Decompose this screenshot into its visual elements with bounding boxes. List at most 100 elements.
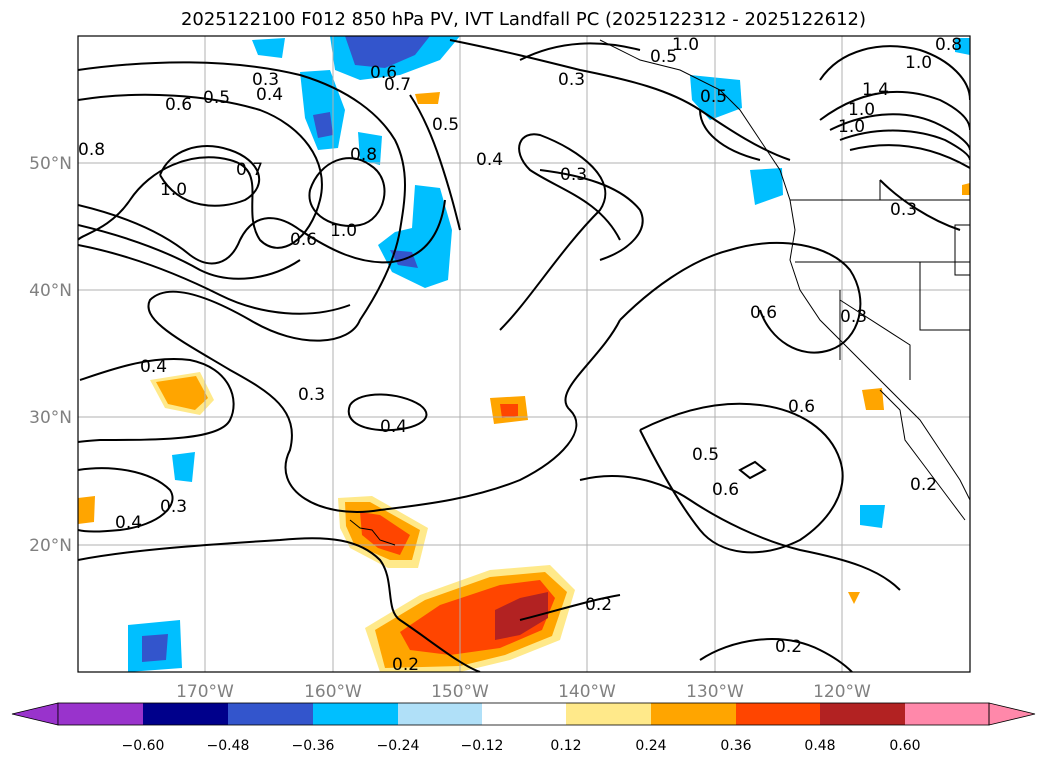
colorbar-segment	[736, 703, 820, 725]
colorbar-tick-label: −0.12	[461, 738, 504, 754]
colorbar-segment	[482, 703, 566, 725]
lon-label: 120°W	[813, 682, 871, 702]
pos-region-small-n	[415, 92, 440, 104]
colorbar-segment	[228, 703, 313, 725]
contour-label: 0.8	[78, 140, 105, 160]
neg-region-east	[378, 185, 452, 288]
contour-label: 0.4	[380, 417, 407, 437]
plot-area	[78, 36, 970, 672]
contour-label: 0.3	[558, 70, 585, 90]
contour-label: 0.5	[203, 88, 230, 108]
contour-label: 0.4	[256, 85, 283, 105]
contour-label: 0.3	[560, 165, 587, 185]
neg-region-north-2-core	[313, 112, 333, 138]
contour-label: 0.2	[910, 475, 937, 495]
lat-label: 30°N	[29, 408, 72, 428]
colorbar-tick-label: 0.60	[889, 738, 920, 754]
colorbar-tick-label: 0.36	[720, 738, 751, 754]
contour-label: 0.5	[650, 47, 677, 67]
contour-label: 0.2	[585, 595, 612, 615]
colorbar-segment	[313, 703, 398, 725]
contour-label: 0.3	[160, 497, 187, 517]
contour-labels: 0.3 0.4 0.5 0.6 0.7 0.8 1.0 0.8 0.5 0.4 …	[78, 35, 962, 675]
pos-region-south-strong	[400, 580, 555, 655]
coastlines	[349, 39, 970, 546]
neg-region-mid	[358, 132, 382, 165]
colorbar-frame	[57, 702, 990, 726]
lat-label: 50°N	[29, 154, 72, 174]
colorbar-segment	[820, 703, 905, 725]
colorbar-segment	[905, 703, 989, 725]
colorbar-segment	[58, 703, 143, 725]
longitude-labels: 170°W 160°W 150°W 140°W 130°W 120°W	[176, 682, 871, 702]
pos-region-w30-mid	[156, 376, 208, 410]
contour-label: 0.7	[384, 75, 411, 95]
neg-region-north-1-core	[345, 36, 430, 68]
neg-region-sw-core	[142, 634, 168, 662]
lon-label: 170°W	[176, 682, 234, 702]
pos-region-socal	[862, 388, 884, 410]
pos-region-ne-right	[962, 183, 970, 195]
neg-region-alaska	[690, 75, 742, 120]
colorbar-segment	[398, 703, 482, 725]
neg-region-coast-bc	[750, 168, 783, 205]
contour-label: 1.0	[848, 100, 875, 120]
map-title: 2025122100 F012 850 hPa PV, IVT Landfall…	[180, 9, 867, 30]
contour-label: 0.8	[935, 35, 962, 55]
contour-label: 0.2	[392, 655, 419, 675]
colorbar-tick-label: −0.48	[207, 738, 250, 754]
lon-label: 130°W	[686, 682, 744, 702]
contour-label: 0.3	[298, 385, 325, 405]
colorbar-segment	[566, 703, 651, 725]
contour-label: 0.3	[252, 70, 279, 90]
neg-region-north-2	[300, 70, 345, 150]
contour-label: 0.2	[775, 637, 802, 657]
contour-label: 0.3	[840, 307, 867, 327]
contour-label: 1.0	[160, 180, 187, 200]
lon-label: 140°W	[558, 682, 616, 702]
neg-region-hawaii-w	[172, 452, 195, 482]
contour-label: 0.8	[350, 145, 377, 165]
contour-label: 0.6	[370, 63, 397, 83]
contour-label: 0.4	[140, 357, 167, 377]
contour-label: 0.6	[165, 95, 192, 115]
contour-label: 0.5	[692, 445, 719, 465]
colorbar-tick-label: 0.24	[635, 738, 666, 754]
contour-label: 0.6	[750, 303, 777, 323]
colorbar-segment	[143, 703, 228, 725]
pos-region-left-edge	[78, 496, 95, 524]
plot-frame	[77, 35, 971, 673]
colorbar-tick-label: 0.48	[804, 738, 835, 754]
contour-label: 1.0	[672, 35, 699, 55]
contour-label: 0.4	[115, 513, 142, 533]
contour-label: 1.0	[905, 53, 932, 73]
contour-label: 0.5	[700, 87, 727, 107]
lat-label: 40°N	[29, 281, 72, 301]
pos-region-small-se	[848, 592, 860, 604]
contour-label: 1.0	[838, 117, 865, 137]
contour-label: 1.0	[330, 221, 357, 241]
colorbar-segment	[651, 703, 736, 725]
contour-label: 0.5	[432, 115, 459, 135]
colorbar-tick-label: 0.12	[550, 738, 581, 754]
pos-region-hawaii-core	[360, 512, 410, 555]
colorbar-tick-label: −0.60	[122, 738, 165, 754]
colorbar-tick-label: −0.36	[292, 738, 335, 754]
contour-label: 0.3	[890, 200, 917, 220]
pos-region-south-core	[495, 592, 548, 640]
pv-contours	[78, 39, 970, 672]
colorbar: −0.60 −0.48 −0.36 −0.24 −0.12 0.12 0.24 …	[11, 702, 1036, 754]
lon-label: 160°W	[304, 682, 362, 702]
contour-label: 0.6	[290, 230, 317, 250]
pos-region-c30-core	[500, 404, 518, 418]
colorbar-tick-label: −0.24	[377, 738, 420, 754]
neg-region-baja	[860, 505, 885, 528]
contour-label: 0.6	[788, 397, 815, 417]
colorbar-extend-right	[988, 702, 1036, 726]
lat-label: 20°N	[29, 536, 72, 556]
contour-label: 1.4	[862, 80, 889, 100]
colorbar-extend-left	[11, 702, 59, 726]
lon-label: 150°W	[431, 682, 489, 702]
latitude-labels: 50°N 40°N 30°N 20°N	[29, 154, 72, 556]
